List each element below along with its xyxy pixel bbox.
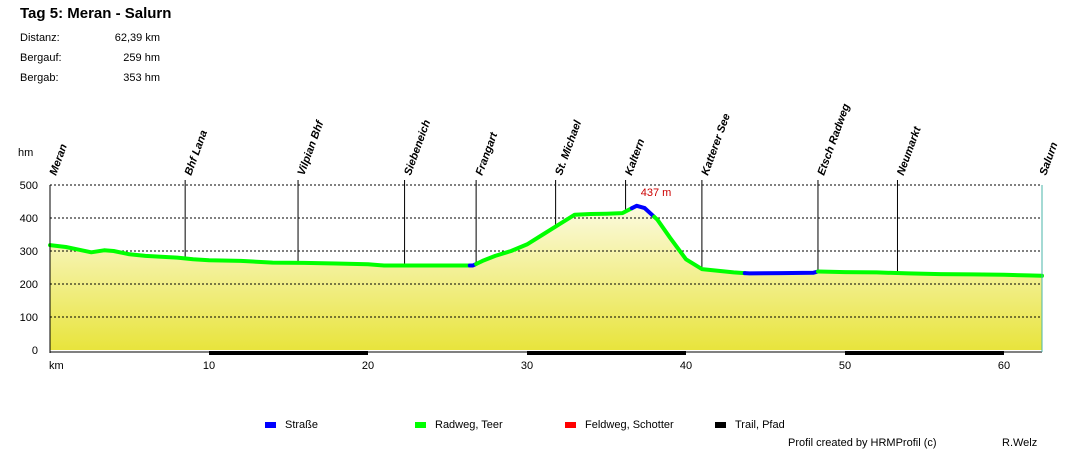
waypoint-label-siebeneich: Siebeneich: [402, 118, 433, 177]
profile-segment-radweg-6: [816, 269, 1044, 278]
legend-swatch-strasse: [265, 422, 276, 428]
chart-title: Tag 5: Meran - Salurn: [20, 5, 172, 22]
legend-item-feldweg: Feldweg, Schotter: [565, 419, 674, 431]
legend-label-feldweg: Feldweg, Schotter: [585, 419, 674, 431]
ascent-value: 259 hm: [123, 52, 160, 64]
author-text: R.Welz: [1002, 437, 1038, 449]
legend-item-radweg: Radweg, Teer: [415, 419, 503, 431]
peak-elevation-annotation: 437 m: [641, 187, 672, 199]
profile-segment-strasse-3: [629, 203, 657, 219]
legend-swatch-trail: [715, 422, 726, 428]
y-tick-label-500: 500: [20, 180, 38, 192]
legend-swatch-radweg: [415, 422, 426, 428]
km-band-30-40: [526, 351, 686, 355]
x-tick-label-50: 50: [839, 360, 851, 372]
y-tick-label-300: 300: [20, 246, 38, 258]
descent-label: Bergab:: [20, 72, 59, 84]
x-tick-label-10: 10: [203, 360, 215, 372]
ascent-label: Bergauf:: [20, 52, 62, 64]
km-band-50-60: [844, 351, 1004, 355]
y-tick-label-0: 0: [32, 345, 38, 357]
legend-swatch-feldweg: [565, 422, 576, 428]
waypoint-label-vilpian-bhf: Vilpian Bhf: [296, 118, 327, 177]
legend-label-trail: Trail, Pfad: [735, 419, 785, 431]
y-tick-label-200: 200: [20, 279, 38, 291]
y-axis-label: hm: [18, 147, 33, 159]
y-tick-label-400: 400: [20, 213, 38, 225]
km-band-10-20: [208, 351, 368, 355]
waypoint-label-meran: Meran: [48, 142, 70, 177]
x-tick-label-20: 20: [362, 360, 374, 372]
distance-value: 62,39 km: [114, 32, 160, 44]
waypoint-label-kaltern: Kaltern: [623, 137, 647, 177]
credit-text: Profil created by HRMProfil (c): [788, 437, 937, 449]
waypoint-label-frangart: Frangart: [474, 130, 501, 177]
x-tick-label-30: 30: [521, 360, 533, 372]
profile-segment-strasse-5: [742, 269, 820, 276]
legend-label-radweg: Radweg, Teer: [435, 419, 503, 431]
waypoint-label-katterer-see: Katterer See: [699, 112, 732, 177]
legend-label-strasse: Straße: [285, 419, 319, 431]
profile-segment-radweg-0: [48, 243, 472, 268]
x-tick-label-40: 40: [680, 360, 692, 372]
descent-value: 353 hm: [123, 72, 160, 84]
waypoint-label-salurn: Salurn: [1038, 140, 1061, 177]
profile-segment-radweg-2: [474, 206, 634, 266]
waypoint-label-neumarkt: Neumarkt: [895, 124, 924, 177]
profile-segment-radweg-4: [652, 214, 747, 276]
waypoint-label-bhf-lana: Bhf Lana: [183, 129, 210, 177]
waypoint-label-st-michael: St. Michael: [553, 118, 584, 177]
legend-item-trail: Trail, Pfad: [715, 419, 785, 431]
x-tick-label-60: 60: [998, 360, 1010, 372]
elevation-area: [50, 205, 1042, 350]
elevation-profile-chart: hm km Meran Bhf Lana Vilpian Bhf Siebeneich…: [18, 102, 1061, 372]
distance-label: Distanz:: [20, 32, 60, 44]
legend-item-strasse: Straße: [265, 419, 318, 431]
x-axis-label: km: [49, 360, 64, 372]
waypoint-label-etsch-radweg: Etsch Radweg: [816, 102, 853, 177]
y-tick-label-100: 100: [20, 312, 38, 324]
